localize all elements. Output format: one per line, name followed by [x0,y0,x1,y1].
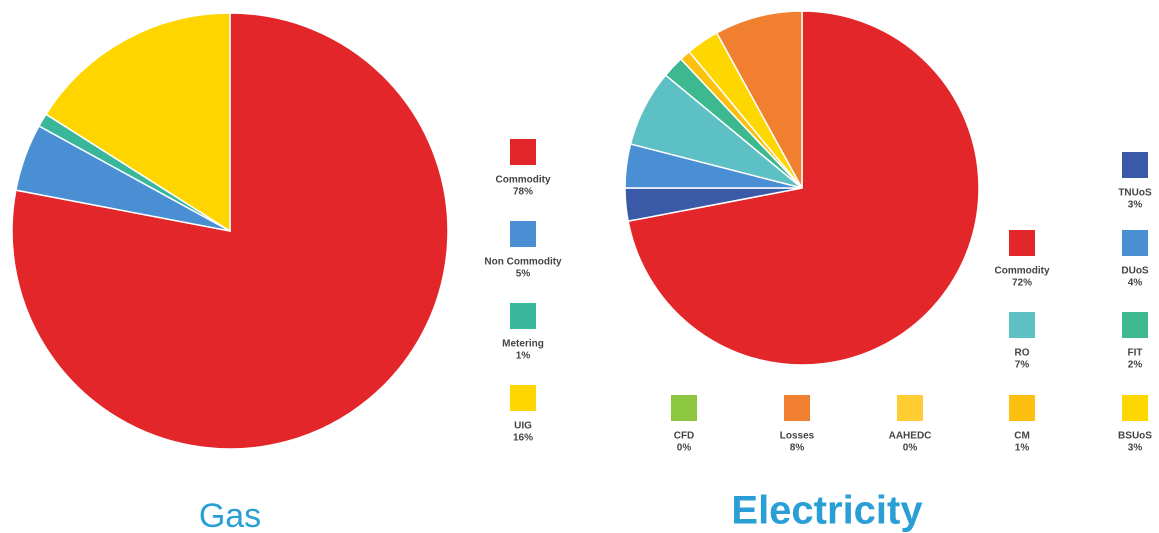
legend-swatch [510,139,536,165]
legend-swatch [784,395,810,421]
legend-value: 1% [516,351,531,362]
legend-swatch [1122,395,1148,421]
legend-value: 2% [1128,360,1143,371]
legend-value: 72% [1012,278,1032,289]
legend-swatch [897,395,923,421]
legend-swatch [1009,312,1035,338]
legend-label: AAHEDC [889,431,932,442]
legend-label: UIG [514,421,532,432]
pie-slice [44,12,231,233]
legend-swatch [1122,152,1148,178]
legend-label: TNUoS [1118,188,1152,199]
legend-value: 78% [513,187,533,198]
legend-value: 5% [516,269,531,280]
legend-label: RO [1015,348,1030,359]
legend-swatch [671,395,697,421]
legend-swatch [1122,230,1148,256]
legend-label: Commodity [995,266,1050,277]
chart-title: Gas [199,497,261,533]
legend-label: CM [1014,431,1030,442]
legend-label: CFD [674,431,695,442]
legend-value: 8% [790,443,805,454]
legend-label: FIT [1128,348,1143,359]
legend-swatch [510,385,536,411]
legend-value: 1% [1015,443,1030,454]
pie-slice [715,10,803,189]
legend-label: DUoS [1121,266,1149,277]
legend-value: 0% [903,443,918,454]
pie-slice [627,10,980,366]
legend-value: 0% [677,443,692,454]
legend-swatch [510,221,536,247]
chart-title: Electricity [731,489,923,533]
legend-label: Metering [502,339,544,350]
legend-swatch [510,303,536,329]
legend-swatch [1009,395,1035,421]
legend-label: Non Commodity [484,257,562,268]
legend-swatch [1009,230,1035,256]
legend-value: 7% [1015,360,1030,371]
legend-value: 3% [1128,200,1143,211]
legend-label: BSUoS [1118,431,1152,442]
legend-value: 4% [1128,278,1143,289]
legend-swatch [1122,312,1148,338]
legend-label: Losses [780,431,815,442]
legend-value: 3% [1128,443,1143,454]
legend-value: 16% [513,433,533,444]
legend-label: Commodity [496,175,551,186]
